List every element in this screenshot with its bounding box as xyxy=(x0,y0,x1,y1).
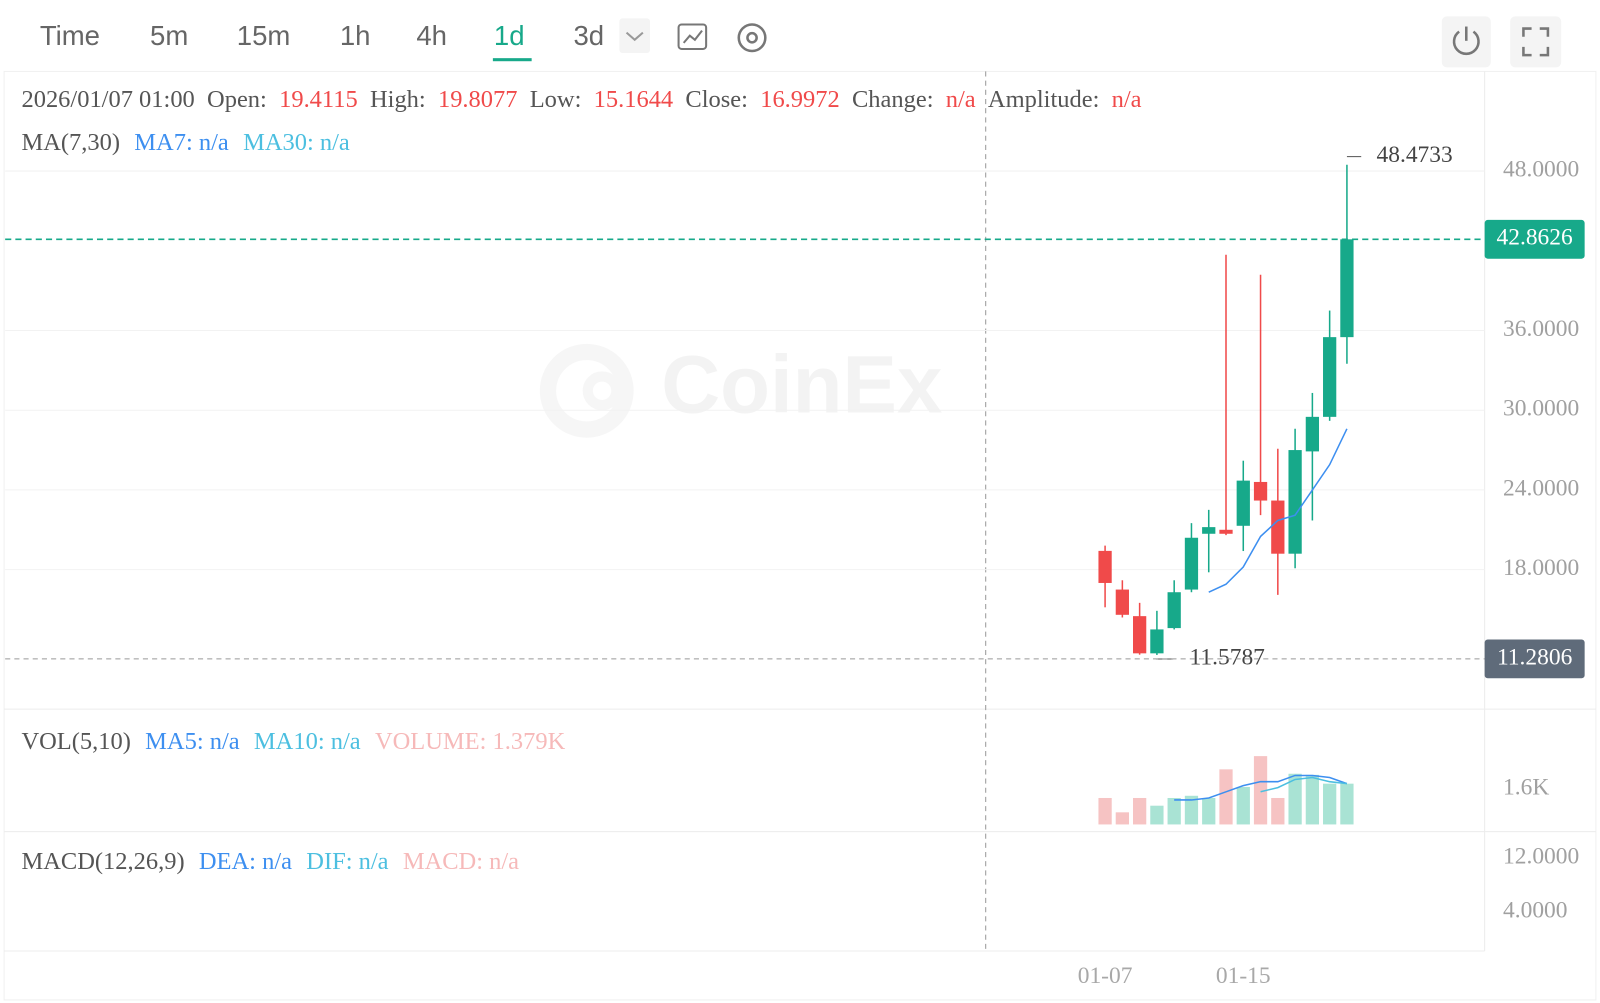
legend-row: 2026/01/07 01:00 Open: 19.4115 High: 19.8077… xyxy=(21,86,1141,113)
volume-bar xyxy=(1305,774,1320,825)
legend-item: Change: xyxy=(852,86,934,113)
legend-item: Amplitude: xyxy=(988,86,1099,113)
legend-item: n/a xyxy=(946,86,976,113)
watermark-logo xyxy=(539,343,634,438)
y-tick-label: 48.0000 xyxy=(1503,156,1579,182)
volume-bar xyxy=(1323,783,1337,825)
y-tick-label: 4.0000 xyxy=(1503,898,1568,924)
candle-body xyxy=(1202,527,1216,534)
active-underline xyxy=(492,58,532,62)
ma-line xyxy=(1174,774,1348,801)
interval-tab[interactable]: 1d xyxy=(494,20,525,51)
ma-line xyxy=(1208,428,1348,593)
last-price-label: 42.8626 xyxy=(1497,225,1573,251)
volume-bar xyxy=(1167,797,1181,825)
candle-body xyxy=(1167,592,1181,629)
legend-item: MA(7,30) xyxy=(21,128,120,155)
legend-item: MACD(12,26,9) xyxy=(21,848,184,875)
interval-tab[interactable]: Time xyxy=(40,20,100,51)
volume-bar xyxy=(1236,786,1250,825)
crosshair-tag xyxy=(1484,639,1585,679)
crosshair-label: 11.2806 xyxy=(1497,644,1573,670)
legend-item: MA10: n/a xyxy=(254,727,361,754)
candle-body xyxy=(1098,550,1112,583)
legend-row: MACD(12,26,9) DEA: n/a DIF: n/a MACD: n/a xyxy=(21,848,519,875)
interval-tab[interactable]: 5m xyxy=(150,20,188,51)
fullscreen-button[interactable] xyxy=(1510,16,1562,68)
legend-item: Close: xyxy=(685,86,748,113)
legend-item: MA5: n/a xyxy=(145,727,240,754)
legend-item: VOL(5,10) xyxy=(21,727,130,754)
legend-item: 16.9972 xyxy=(760,86,840,113)
watermark: CoinEx xyxy=(661,339,942,430)
volume-bar xyxy=(1150,805,1164,825)
legend-item: n/a xyxy=(1112,86,1142,113)
candle-body xyxy=(1340,239,1354,338)
legend-item: VOLUME: 1.379K xyxy=(375,727,566,754)
candle-body xyxy=(1288,450,1302,554)
volume-bar xyxy=(1133,797,1147,825)
interval-tab[interactable]: 4h xyxy=(416,20,447,51)
legend-item: Open: xyxy=(207,86,267,113)
legend-row: VOL(5,10) MA5: n/a MA10: n/a VOLUME: 1.379K xyxy=(21,727,565,754)
y-tick-label: 30.0000 xyxy=(1503,396,1579,422)
legend-item: 2026/01/07 01:00 xyxy=(21,86,194,113)
y-tick-label: 1.6K xyxy=(1503,775,1549,801)
legend-item: High: xyxy=(370,86,426,113)
indicator-button[interactable] xyxy=(677,23,708,50)
volume-bar xyxy=(1288,773,1302,825)
volume-bar xyxy=(1115,812,1129,825)
volume-bar xyxy=(1098,797,1112,825)
volume-bar xyxy=(1202,797,1216,825)
volume-bar xyxy=(1219,769,1233,825)
candle-body xyxy=(1133,616,1147,654)
dropdown-arrow xyxy=(625,31,644,42)
candle-body xyxy=(1271,500,1285,554)
y-tick-label: 24.0000 xyxy=(1503,475,1579,501)
power-button[interactable] xyxy=(1441,16,1491,68)
legend-item: MA7: n/a xyxy=(134,128,229,155)
legend-item: MA30: n/a xyxy=(243,128,350,155)
candle-body xyxy=(1115,589,1129,615)
legend-item: 19.8077 xyxy=(438,86,518,113)
interval-tab[interactable]: 3d xyxy=(573,20,604,51)
legend-item: DIF: n/a xyxy=(306,848,388,875)
candle-body xyxy=(1219,529,1233,534)
y-tick-label: 36.0000 xyxy=(1503,316,1579,342)
min-label: 11.5787 xyxy=(1190,644,1266,670)
last-price-tag xyxy=(1484,219,1585,259)
ma-line xyxy=(1260,776,1347,793)
interval-tab[interactable]: 1h xyxy=(340,20,371,51)
legend-item: Low: xyxy=(530,86,582,113)
settings-button[interactable] xyxy=(737,23,767,53)
legend-item: 15.1644 xyxy=(594,86,674,113)
candle-body xyxy=(1305,416,1320,452)
volume-bar xyxy=(1184,795,1199,825)
volume-bar xyxy=(1340,783,1354,825)
volume-bar xyxy=(1253,756,1268,825)
frame xyxy=(3,70,1597,1001)
legend-item: MACD: n/a xyxy=(403,848,519,875)
candle-body xyxy=(1236,480,1250,526)
candle-body xyxy=(1253,481,1268,501)
legend-item: DEA: n/a xyxy=(199,848,292,875)
dropdown[interactable] xyxy=(619,18,651,54)
x-tick-label: 01-07 xyxy=(1078,963,1133,989)
x-tick-label: 01-15 xyxy=(1216,963,1271,989)
legend-row: MA(7,30) MA7: n/a MA30: n/a xyxy=(21,128,349,155)
max-label: 48.4733 xyxy=(1377,142,1453,168)
legend-item: 19.4115 xyxy=(279,86,358,113)
y-tick-label: 12.0000 xyxy=(1503,843,1579,869)
candle-body xyxy=(1323,337,1337,417)
candle-body xyxy=(1150,629,1164,654)
candle-body xyxy=(1184,537,1199,590)
interval-tab[interactable]: 15m xyxy=(237,20,291,51)
volume-bar xyxy=(1271,797,1285,825)
y-tick-label: 18.0000 xyxy=(1503,555,1579,581)
